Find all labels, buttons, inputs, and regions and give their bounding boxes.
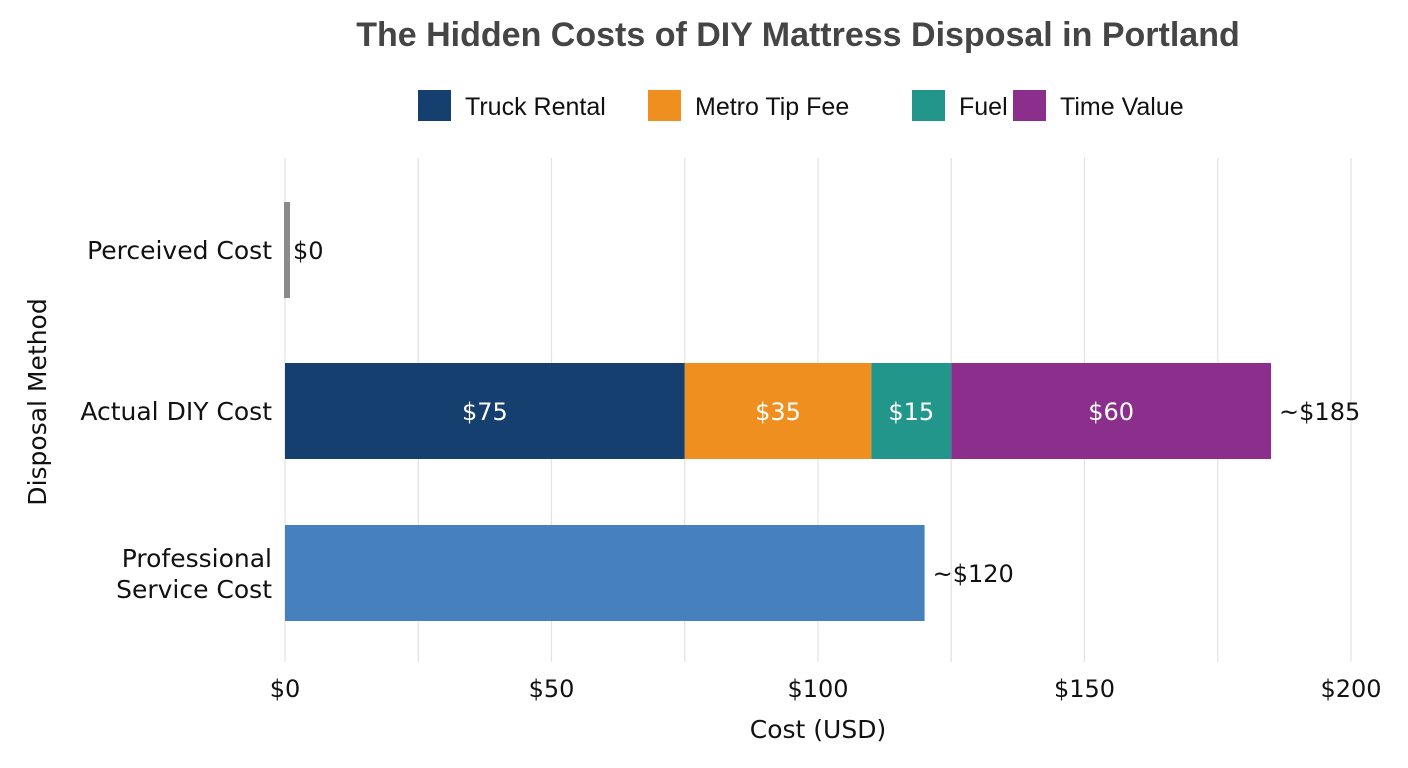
bar-segment <box>951 363 1272 459</box>
legend: Truck Rental Metro Tip Fee Fuel Time Value <box>418 90 1184 121</box>
legend-label: Metro Tip Fee <box>695 93 849 121</box>
x-tick-label: $150 <box>1054 675 1115 703</box>
bars: $0 $75 $35 $15 $60 ~$185 ~$120 <box>284 202 1360 621</box>
y-tick-label: Actual DIY Cost <box>80 397 272 426</box>
legend-swatch <box>1013 90 1046 121</box>
legend-swatch <box>648 90 681 121</box>
y-tick-label-line: Perceived Cost <box>87 236 272 265</box>
chart-title: The Hidden Costs of DIY Mattress Disposa… <box>356 16 1240 54</box>
segment-label: $15 <box>888 398 934 426</box>
legend-label: Fuel <box>959 93 1008 121</box>
bar-segment <box>871 363 952 459</box>
y-tick-label: Professional Service Cost <box>116 544 272 604</box>
x-tick-label: $0 <box>270 675 301 703</box>
y-tick-label-line: Service Cost <box>116 575 272 604</box>
y-tick-label-line: Professional <box>122 544 272 573</box>
x-tick-label: $200 <box>1320 675 1381 703</box>
y-tick-label-line: Actual DIY Cost <box>80 397 272 426</box>
legend-label: Truck Rental <box>465 93 606 121</box>
y-tick-labels: Perceived Cost Actual DIY Cost Professiona… <box>80 236 272 604</box>
total-label: ~$120 <box>933 560 1014 588</box>
x-axis-title: Cost (USD) <box>750 715 886 744</box>
segment-label: $35 <box>755 398 801 426</box>
segment-label: $75 <box>462 398 508 426</box>
y-axis-title: Disposal Method <box>23 298 52 505</box>
bar-segment <box>285 525 925 621</box>
bar-segment <box>285 363 685 459</box>
bar-segment <box>684 363 872 459</box>
y-tick-label: Perceived Cost <box>87 236 272 265</box>
legend-swatch <box>912 90 945 121</box>
x-tick-label: $100 <box>787 675 848 703</box>
total-label: ~$185 <box>1279 398 1360 426</box>
x-tick-label: $50 <box>529 675 575 703</box>
segment-label: $60 <box>1088 398 1134 426</box>
total-label: $0 <box>293 237 324 265</box>
bar-segment <box>284 202 290 298</box>
legend-label: Time Value <box>1060 93 1184 121</box>
x-tick-labels: $0 $50 $100 $150 $200 <box>270 675 1382 703</box>
legend-swatch <box>418 90 451 121</box>
